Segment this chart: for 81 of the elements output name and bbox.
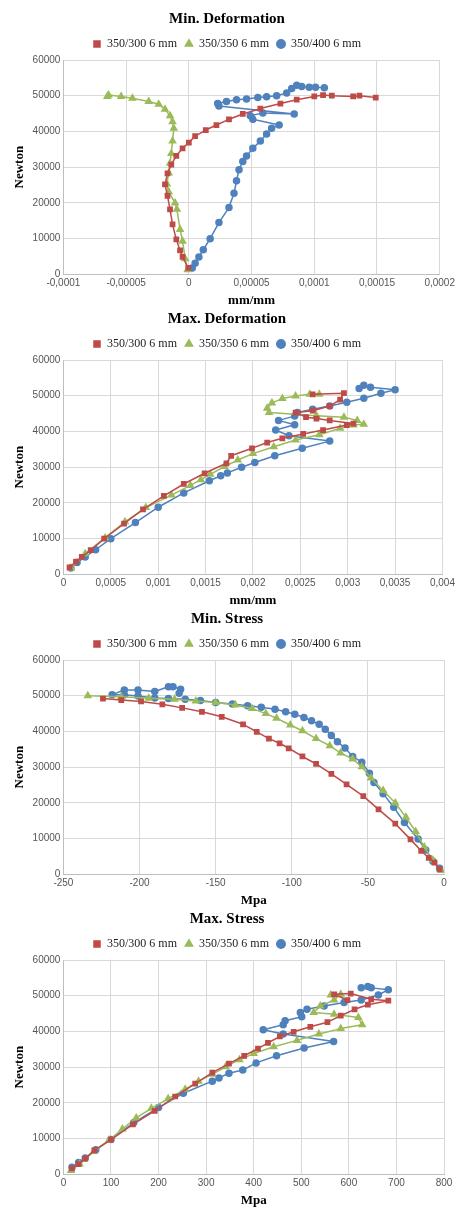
legend-label: 350/350 6 mm	[199, 636, 270, 651]
y-tick-label: 30000	[32, 760, 61, 772]
legend-label: 350/300 6 mm	[107, 36, 178, 51]
x-tick-label: -0,00005	[106, 277, 147, 289]
x-tick-label: 400	[245, 1177, 263, 1189]
legend-label: 350/350 6 mm	[199, 936, 270, 951]
y-tick-label: 20000	[32, 796, 61, 808]
legend-label: 350/400 6 mm	[291, 636, 362, 651]
y-tick-label: 0	[54, 568, 61, 580]
legend-label: 350/400 6 mm	[291, 936, 362, 951]
legend-label: 350/350 6 mm	[199, 36, 270, 51]
x-tick-label: -0,0001	[46, 277, 81, 289]
y-axis-title: Newton	[11, 745, 27, 789]
x-tick-label: -50	[360, 877, 376, 889]
y-tick-label: 40000	[32, 425, 61, 437]
x-tick-label: 0,00015	[358, 277, 396, 289]
x-axis-title: Mpa	[240, 1191, 268, 1207]
y-tick-label: 30000	[32, 160, 61, 172]
x-tick-label: 0,0001	[298, 277, 330, 289]
chart-title: Max. Stress	[189, 909, 265, 926]
y-tick-label: 20000	[32, 196, 61, 208]
x-tick-label: 700	[388, 1177, 406, 1189]
y-tick-label: 10000	[32, 532, 61, 544]
y-tick-label: 50000	[32, 989, 61, 1001]
x-tick-label: 600	[340, 1177, 358, 1189]
chart-title: Min. Deformation	[169, 9, 286, 26]
x-tick-label: 0,0025	[285, 577, 317, 589]
y-tick-label: 20000	[32, 496, 61, 508]
x-tick-label: 0,0005	[95, 577, 127, 589]
x-tick-label: 300	[197, 1177, 215, 1189]
y-tick-label: 60000	[32, 53, 61, 65]
x-tick-label: 800	[435, 1177, 453, 1189]
x-tick-label: 0,004	[429, 577, 456, 589]
x-tick-label: 500	[292, 1177, 311, 1189]
y-axis-title: Newton	[11, 1045, 27, 1089]
x-tick-label: -150	[205, 877, 227, 889]
y-tick-label: 50000	[32, 89, 61, 101]
x-tick-label: 0,0035	[379, 577, 411, 589]
x-tick-label: 0,00005	[233, 277, 271, 289]
y-tick-label: 40000	[32, 725, 61, 737]
x-tick-label: 0,003	[335, 577, 361, 589]
legend-label: 350/350 6 mm	[199, 336, 270, 351]
chart-title: Max. Deformation	[167, 309, 287, 326]
x-tick-label: 0,002	[240, 577, 266, 589]
y-tick-label: 0	[54, 868, 61, 880]
legend-label: 350/300 6 mm	[107, 336, 178, 351]
y-tick-label: 30000	[32, 460, 61, 472]
x-tick-label: -100	[281, 877, 303, 889]
x-axis-title: mm/mm	[228, 291, 276, 307]
legend-label: 350/400 6 mm	[291, 36, 362, 51]
legend-label: 350/400 6 mm	[291, 336, 362, 351]
y-tick-label: 60000	[32, 953, 61, 965]
chart-title: Min. Stress	[190, 609, 264, 626]
y-tick-label: 60000	[32, 353, 61, 365]
x-tick-label: 0,0002	[424, 277, 456, 289]
legend-label: 350/300 6 mm	[107, 636, 178, 651]
y-tick-label: 50000	[32, 389, 61, 401]
x-axis-title: Mpa	[240, 891, 268, 907]
x-tick-label: 200	[150, 1177, 168, 1189]
y-tick-label: 40000	[32, 1025, 61, 1037]
y-tick-label: 20000	[32, 1096, 61, 1108]
x-tick-label: -250	[53, 877, 74, 889]
y-tick-label: 40000	[32, 125, 61, 137]
x-tick-label: -200	[129, 877, 150, 889]
y-axis-title: Newton	[11, 145, 27, 189]
x-tick-label: 0,0015	[190, 577, 222, 589]
y-tick-label: 50000	[32, 689, 61, 701]
y-axis-title: Newton	[11, 445, 27, 489]
x-axis-title: mm/mm	[229, 591, 277, 607]
y-tick-label: 0	[54, 268, 61, 280]
y-tick-label: 60000	[32, 653, 61, 665]
y-tick-label: 10000	[32, 832, 61, 844]
x-tick-label: 0,001	[145, 577, 172, 589]
y-tick-label: 30000	[32, 1060, 61, 1072]
y-tick-label: 0	[54, 1168, 61, 1180]
x-tick-label: 0	[186, 277, 193, 289]
x-tick-label: 100	[102, 1177, 120, 1189]
y-tick-label: 10000	[32, 232, 61, 244]
x-tick-label: 0	[441, 877, 448, 889]
legend-label: 350/300 6 mm	[107, 936, 178, 951]
y-tick-label: 10000	[32, 1132, 61, 1144]
